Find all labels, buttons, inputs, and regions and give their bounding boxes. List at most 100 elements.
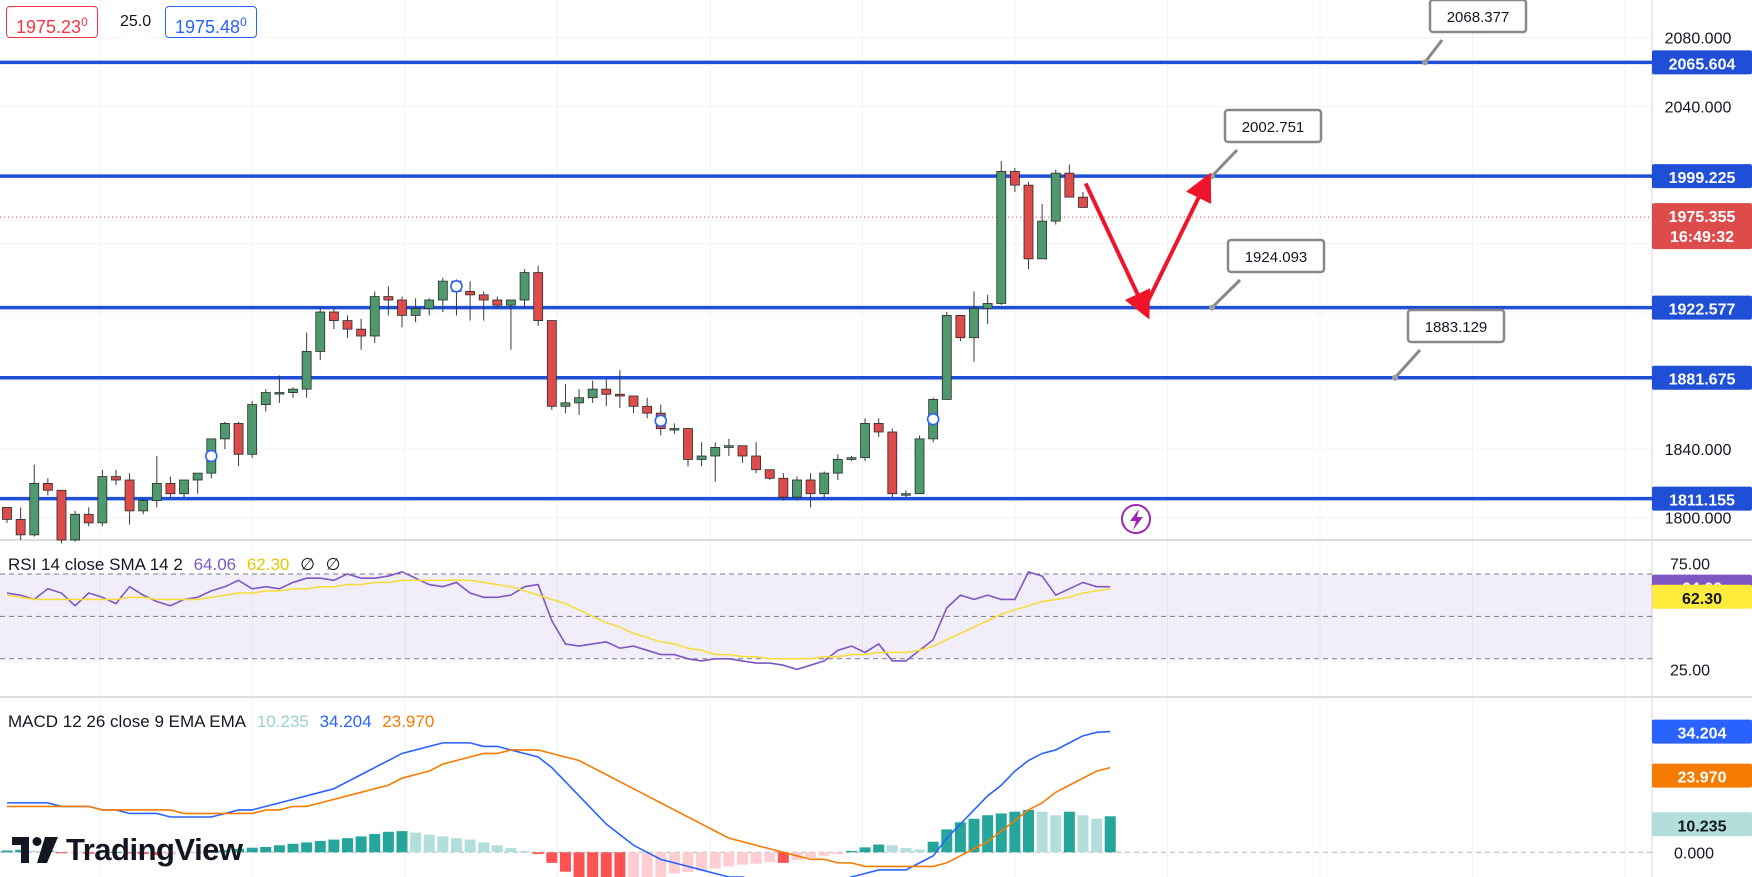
current-price-tag[interactable]: 1975.355 16:49:32 [1652,203,1752,250]
candle[interactable] [860,418,870,462]
candle[interactable] [628,395,639,414]
candle[interactable] [165,476,176,498]
candle[interactable] [56,489,67,544]
candle[interactable] [192,472,203,494]
candle[interactable] [437,277,448,312]
candle[interactable] [383,286,394,316]
macd-hist-value-tag[interactable]: 10.235 [1652,812,1752,837]
candle[interactable] [996,161,1007,306]
forecast-arrow[interactable] [1142,172,1212,310]
candle[interactable] [887,428,898,498]
candle[interactable] [723,438,734,456]
rsi-sma-line[interactable] [6,579,1111,660]
bid-price-button[interactable]: 1975.230 [6,6,98,38]
candle[interactable] [111,469,121,486]
candle[interactable] [97,469,108,527]
candle[interactable] [751,442,761,474]
candle[interactable] [873,418,884,438]
candle[interactable] [710,442,721,482]
candle[interactable] [969,291,979,362]
price-callout[interactable]: 1924.093 [1209,238,1326,311]
candle[interactable] [1023,181,1034,270]
macd-value-tag[interactable]: 34.204 [1652,719,1752,744]
rsi-sma-value-tag[interactable]: 62.30 [1652,584,1752,609]
level-price-tag[interactable]: 2065.604 [1652,50,1752,75]
candle[interactable] [506,299,516,350]
candle[interactable] [642,397,653,419]
event-marker-icon[interactable] [205,449,218,463]
candle[interactable] [1050,169,1061,225]
candle[interactable] [83,507,94,527]
rsi-legend[interactable]: RSI 14 close SMA 14 2 64.06 62.30 ∅ ∅ [8,555,346,575]
candle[interactable] [1037,204,1048,260]
candle[interactable] [669,423,680,434]
macd-legend[interactable]: MACD 12 26 close 9 EMA EMA 10.235 34.204… [8,712,440,732]
candle[interactable] [696,442,707,467]
macd-pane[interactable] [0,730,1652,877]
candle[interactable] [846,456,857,462]
candle[interactable] [941,312,952,400]
event-marker-icon[interactable] [926,412,940,426]
rsi-line[interactable] [6,570,1111,671]
candle[interactable] [233,421,244,467]
candle[interactable] [247,401,258,458]
macd-signal-line[interactable] [7,749,1111,868]
candle[interactable] [410,298,421,323]
candle[interactable] [574,389,584,415]
candle[interactable] [274,375,285,403]
candle[interactable] [15,507,26,540]
candle[interactable] [70,510,80,542]
candle[interactable] [546,320,557,410]
candle[interactable] [805,473,816,508]
candle[interactable] [424,298,435,316]
candle[interactable] [220,421,230,450]
rsi-pane[interactable] [0,570,1652,671]
candle[interactable] [982,294,993,324]
price-callout[interactable]: 1883.129 [1392,308,1506,381]
candle[interactable] [478,291,489,321]
candle[interactable] [124,473,135,525]
candle[interactable] [1064,164,1075,198]
price-pane[interactable]: 2068.377 2002.751 1924.093 1883.129 [0,0,1652,544]
ask-price-button[interactable]: 1975.480 [165,6,257,38]
candle[interactable] [519,269,530,309]
candle[interactable] [901,490,911,498]
macd-line[interactable] [7,730,1111,877]
tradingview-logo[interactable]: TradingView [12,830,243,870]
candle[interactable] [328,306,339,330]
candle[interactable] [819,471,830,498]
candle[interactable] [778,473,789,501]
price-axis[interactable]: 2080.000 2040.000 1840.000 1800.000 75.00 25.… [1652,31,1752,863]
candle[interactable] [764,469,775,480]
candle[interactable] [2,507,12,523]
candle[interactable] [369,291,380,343]
candle[interactable] [1078,192,1088,208]
candle[interactable] [342,315,353,338]
candle[interactable] [301,332,312,398]
price-callout[interactable]: 2002.751 [1209,108,1323,180]
candle[interactable] [792,476,802,501]
candle[interactable] [315,306,326,360]
candle[interactable] [737,445,748,463]
candle[interactable] [356,318,367,350]
event-marker-icon[interactable] [450,279,463,293]
candle[interactable] [587,380,598,403]
level-price-tag[interactable]: 1881.675 [1652,365,1752,390]
event-marker-icon[interactable] [654,414,668,428]
candle[interactable] [601,378,612,407]
candle[interactable] [683,428,693,467]
candle[interactable] [832,454,843,480]
candle[interactable] [955,315,966,342]
candle[interactable] [29,464,40,537]
candle[interactable] [1009,168,1020,192]
macd-signal-value-tag[interactable]: 23.970 [1652,763,1752,788]
level-price-tag[interactable]: 1811.155 [1652,486,1752,511]
candle[interactable] [138,498,149,515]
candle[interactable] [914,435,925,495]
candle[interactable] [151,456,162,508]
candle[interactable] [179,479,189,498]
candle[interactable] [615,370,625,408]
candle[interactable] [42,478,53,496]
price-callout[interactable]: 2068.377 [1422,0,1528,66]
candle[interactable] [465,281,475,321]
